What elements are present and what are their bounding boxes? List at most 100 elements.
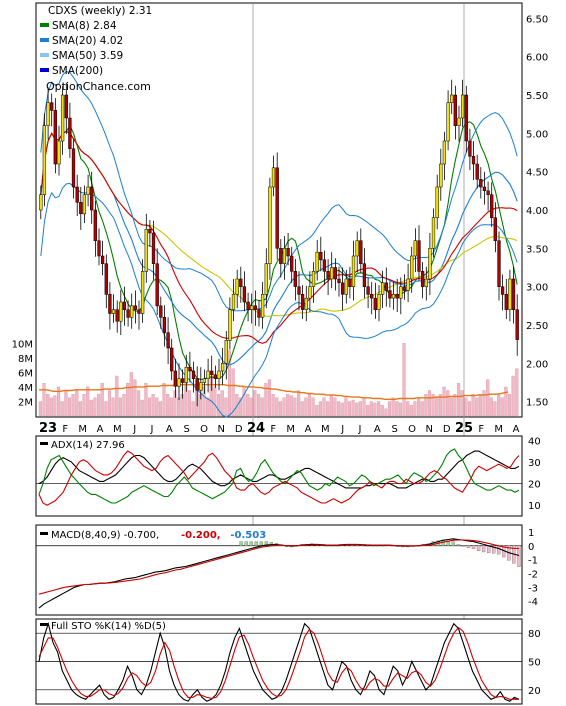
adx-legend: ADX(14) 27.96 <box>40 440 125 451</box>
volume-bar <box>278 401 282 417</box>
volume-bar <box>340 402 344 417</box>
candle-body <box>366 286 370 295</box>
candle-body <box>479 179 483 188</box>
y-tick-label: 1.50 <box>526 398 548 409</box>
volume-bar <box>504 386 508 417</box>
adx-line <box>38 450 520 506</box>
chart-title: CDXS (weekly) 2.31 <box>48 5 152 17</box>
volume-bar <box>497 394 501 417</box>
volume-bar <box>93 397 97 417</box>
x-tick-label: M <box>113 424 122 435</box>
candle-body <box>420 271 425 287</box>
x-tick-label: S <box>392 424 398 435</box>
volume-bar <box>507 394 512 417</box>
volume-bar <box>500 397 504 417</box>
candle-body <box>108 294 112 314</box>
candle-body <box>355 240 359 257</box>
candle-body <box>57 140 61 165</box>
x-tick-label: F <box>478 424 484 435</box>
y-tick-label: 10 <box>528 501 541 512</box>
candle-body <box>162 317 167 333</box>
candle-body <box>126 309 130 318</box>
volume-bar <box>515 368 519 417</box>
volume-tick-label: 2M <box>18 397 33 408</box>
volume-bar <box>227 350 232 417</box>
volume-bar <box>377 401 381 417</box>
volume-bar <box>300 401 304 417</box>
volume-bar <box>275 397 279 417</box>
volume-bar <box>177 397 181 417</box>
x-tick-label: O <box>408 424 416 435</box>
volume-bar <box>311 397 315 417</box>
volume-bar <box>158 401 162 417</box>
y-tick-label: 30 <box>528 458 541 469</box>
volume-bar <box>442 386 446 417</box>
candle-body <box>471 156 476 165</box>
volume-bar <box>315 404 319 417</box>
candle-body <box>166 332 170 349</box>
volume-tick-label: 10M <box>12 339 33 350</box>
macd-lines <box>38 538 520 609</box>
candle-body <box>68 117 72 149</box>
candle-body <box>370 294 374 299</box>
macd-histogram-bar <box>456 544 461 546</box>
volume-bar <box>53 395 57 417</box>
volume-bar <box>427 390 432 417</box>
volume-bar <box>162 383 166 417</box>
y-tick-label: 1 <box>528 528 534 539</box>
y-tick-label: 5.50 <box>526 91 548 102</box>
candle-body <box>293 271 297 287</box>
x-tick-label: D <box>235 424 243 435</box>
candle-body <box>271 167 276 188</box>
candle-body <box>359 240 363 264</box>
candle-body <box>119 301 123 322</box>
macd-histogram-bar <box>335 545 339 547</box>
candle-body <box>304 297 308 310</box>
volume-bar <box>264 383 268 417</box>
candle-body <box>217 370 221 379</box>
candle-body <box>442 140 447 165</box>
volume-bar <box>64 390 68 417</box>
candle-body <box>340 282 345 295</box>
volume-bar <box>213 386 217 417</box>
legend-swatch <box>40 623 48 626</box>
candle-body <box>115 309 119 322</box>
x-tick-label: A <box>374 424 381 435</box>
candle-body <box>279 248 283 264</box>
x-tick-label: M <box>321 424 330 435</box>
x-tick-label: J <box>358 424 362 435</box>
volume-bar <box>380 404 384 417</box>
volume-bar <box>238 397 242 417</box>
volume-bar <box>267 379 272 417</box>
x-tick-label: A <box>97 424 104 435</box>
volume-bar <box>271 394 275 417</box>
volume-bar <box>260 397 264 417</box>
candle-body <box>111 309 116 314</box>
volume-bar <box>395 401 399 417</box>
macd-histogram-bar <box>370 545 375 547</box>
volume-bar <box>337 401 341 417</box>
stochastic-lines <box>38 621 520 702</box>
candle-body <box>486 190 490 195</box>
macd-histogram-bar <box>254 541 258 546</box>
candle-body <box>326 271 330 280</box>
macd-histogram-bar <box>244 541 248 546</box>
volume-bar <box>435 397 439 417</box>
volume-bar <box>166 394 170 417</box>
candle-body <box>104 263 108 295</box>
legend-label: -0.503 <box>230 530 266 541</box>
volume-bar <box>133 379 137 417</box>
volume-bar <box>355 402 359 417</box>
sma-line <box>40 121 518 381</box>
candle-body <box>82 194 87 215</box>
y-tick-label: -4 <box>528 597 538 608</box>
y-tick-label: -1 <box>528 556 538 567</box>
candle-body <box>253 305 257 310</box>
x-tick-label: M <box>78 424 87 435</box>
stochastic-line <box>38 626 519 700</box>
volume-bar <box>489 397 493 417</box>
macd-legend: MACD(8,40,9) -0.700, -0.200, -0.503 <box>40 530 266 541</box>
candle-body <box>93 209 97 241</box>
candle-body <box>79 202 83 215</box>
adx-line <box>38 448 520 504</box>
